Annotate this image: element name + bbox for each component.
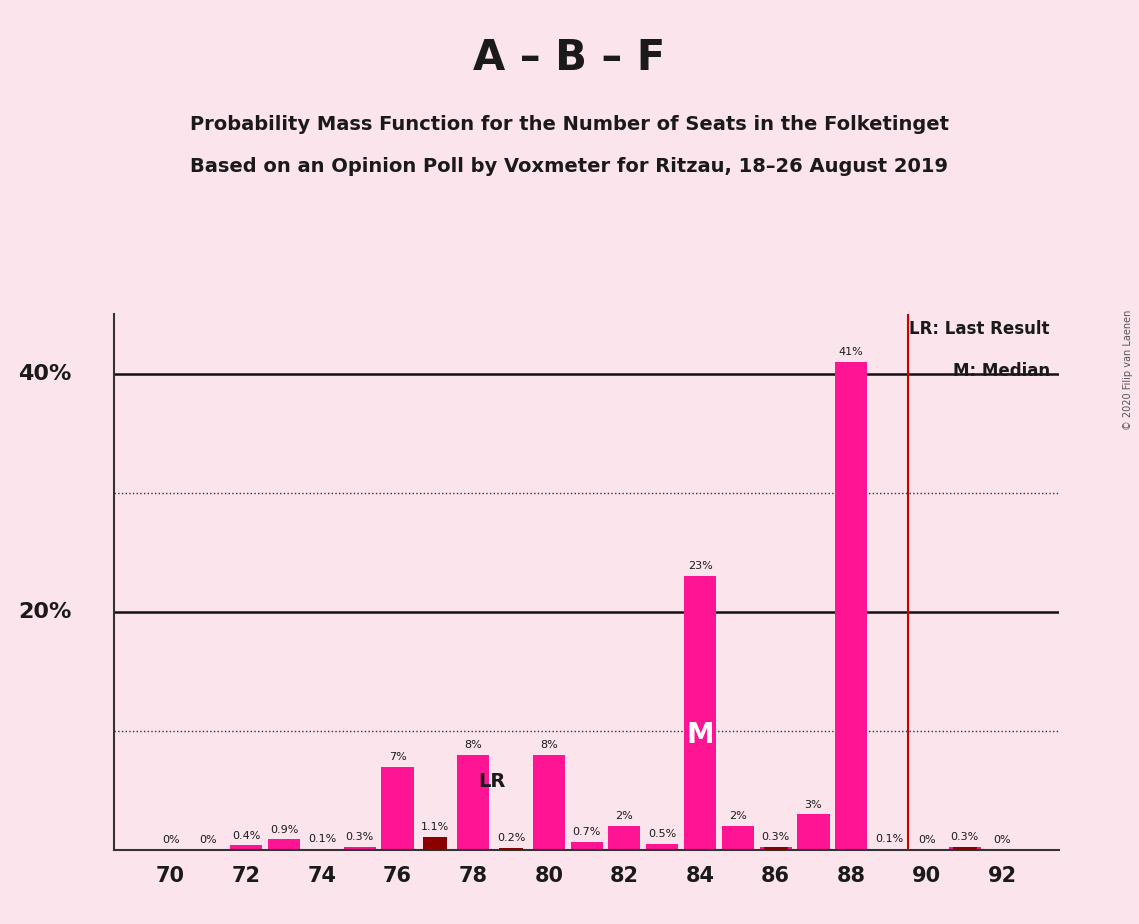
Bar (457, 755, 490, 850)
Text: 0.3%: 0.3% (951, 832, 978, 842)
Bar (344, 846, 376, 850)
Text: 40%: 40% (18, 364, 72, 383)
Bar (533, 755, 565, 850)
Bar (382, 767, 413, 850)
Text: 3%: 3% (804, 799, 822, 809)
Text: 0.3%: 0.3% (762, 832, 789, 842)
Text: M: Median: M: Median (952, 362, 1050, 381)
Text: LR: LR (478, 772, 506, 791)
Text: 23%: 23% (688, 562, 712, 571)
Text: 20%: 20% (18, 602, 72, 622)
Text: 0.7%: 0.7% (573, 827, 600, 837)
Text: 0.3%: 0.3% (345, 832, 374, 842)
Bar (760, 846, 792, 850)
Bar (683, 577, 716, 850)
Bar (797, 814, 829, 850)
Bar (646, 845, 679, 850)
Text: 0.4%: 0.4% (232, 831, 261, 841)
Text: 0%: 0% (162, 835, 180, 845)
Bar (268, 839, 301, 850)
Bar (230, 845, 262, 850)
Text: 0.1%: 0.1% (308, 834, 336, 845)
Text: 8%: 8% (465, 740, 482, 750)
Text: 0%: 0% (993, 835, 1011, 845)
Text: Probability Mass Function for the Number of Seats in the Folketinget: Probability Mass Function for the Number… (190, 116, 949, 135)
Bar (872, 849, 906, 850)
Bar (424, 837, 448, 850)
Bar (608, 826, 640, 850)
Text: 41%: 41% (839, 347, 863, 357)
Text: 8%: 8% (540, 740, 558, 750)
Text: 7%: 7% (388, 752, 407, 762)
Text: © 2020 Filip van Laenen: © 2020 Filip van Laenen (1123, 310, 1133, 430)
Text: 0.1%: 0.1% (875, 834, 903, 845)
Bar (952, 846, 977, 850)
Text: M: M (686, 721, 714, 749)
Text: LR: Last Result: LR: Last Result (909, 320, 1050, 337)
Text: 0.9%: 0.9% (270, 824, 298, 834)
Bar (949, 846, 981, 850)
Bar (571, 842, 603, 850)
Bar (835, 362, 868, 850)
Text: Based on an Opinion Poll by Voxmeter for Ritzau, 18–26 August 2019: Based on an Opinion Poll by Voxmeter for… (190, 157, 949, 176)
Text: 0.2%: 0.2% (497, 833, 525, 843)
Text: 0%: 0% (199, 835, 218, 845)
Text: 1.1%: 1.1% (421, 822, 450, 833)
Text: 2%: 2% (615, 811, 633, 821)
Text: 2%: 2% (729, 811, 747, 821)
Text: 0%: 0% (918, 835, 936, 845)
Bar (305, 849, 338, 850)
Bar (722, 826, 754, 850)
Bar (763, 846, 788, 850)
Text: A – B – F: A – B – F (474, 37, 665, 79)
Text: 0.5%: 0.5% (648, 830, 677, 839)
Bar (499, 847, 523, 850)
